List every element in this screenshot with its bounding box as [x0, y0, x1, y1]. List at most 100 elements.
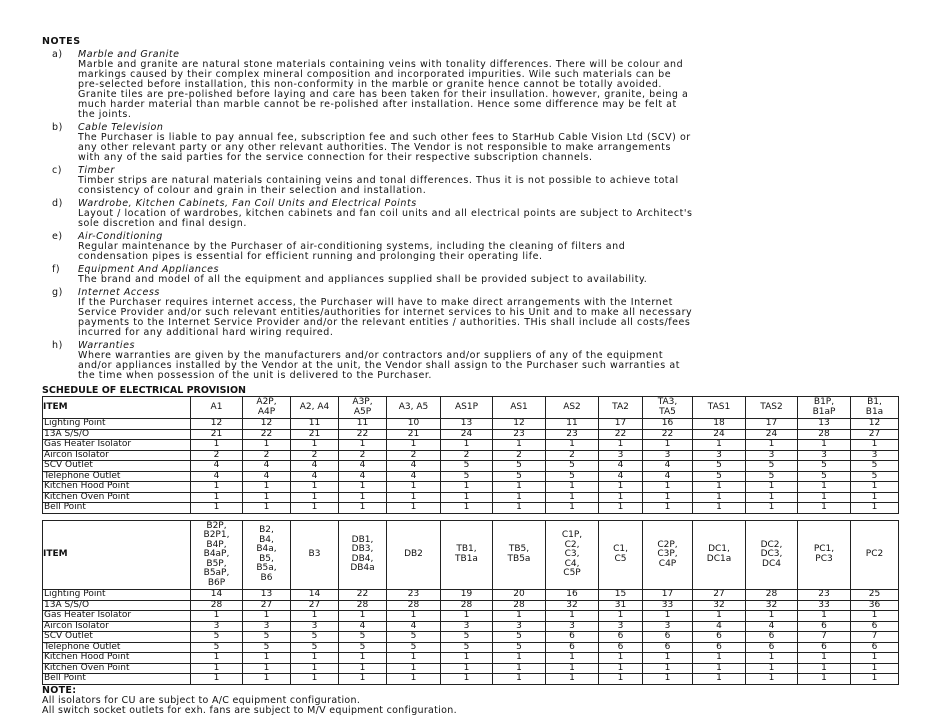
table-cell: 32: [745, 599, 798, 611]
table-cell: 28: [338, 599, 387, 611]
table-cell: 1: [545, 491, 599, 503]
table-cell: 1: [338, 439, 387, 451]
unit-type-header: A3, A5: [386, 396, 441, 419]
table-cell: 1: [242, 439, 291, 451]
table-cell: 1: [545, 652, 599, 664]
note-title: Equipment And Appliances: [78, 264, 220, 275]
table-cell: 24: [745, 428, 798, 440]
unit-type-label: PC2: [865, 549, 884, 559]
table-cell: 1: [692, 673, 746, 685]
table-cell: 13: [440, 418, 493, 430]
unit-type-label: B5P,: [206, 558, 227, 569]
table-cell: 1: [850, 502, 899, 514]
table-cell: 1: [290, 610, 339, 622]
unit-type-label: TB5a: [507, 553, 531, 564]
table-cell: 1: [190, 652, 243, 664]
table-cell: 1: [745, 652, 798, 664]
table-cell: 1: [692, 652, 746, 664]
table-cell: 1: [797, 673, 851, 685]
row-label: 13A S/S/O: [42, 599, 191, 611]
table-cell: 3: [850, 449, 899, 461]
note-item: a) Marble and Granite Marble and granite a…: [42, 50, 902, 120]
table-cell: 6: [692, 631, 746, 643]
unit-type-label: TA5: [659, 406, 676, 417]
table-row: 13A S/S/O 28 27 27 28 28 28 28 32 31 33 32 32 33 36: [42, 599, 899, 611]
unit-type-header: DC1, DC1a: [692, 519, 746, 590]
note-text-line: The Purchaser is liable to pay annual fe…: [78, 132, 691, 143]
note-text-line: consistency of colour and grain in their…: [78, 185, 427, 196]
unit-type-label: AS1P: [454, 401, 479, 412]
table-cell: 4: [190, 470, 243, 482]
table-cell: 5: [492, 470, 546, 482]
table-cell: 13: [797, 418, 851, 430]
table-cell: 1: [440, 481, 493, 493]
note-text-line: Marble and granite are natural stone mat…: [78, 59, 684, 70]
table-cell: 21: [190, 428, 243, 440]
table-cell: 1: [797, 662, 851, 674]
table-cell: 1: [386, 491, 441, 503]
table-cell: 2: [386, 449, 441, 461]
note-item: d) Wardrobe, Kitchen Cabinets, Fan Coil U…: [42, 199, 902, 229]
electrical-schedule-table-1: ITEM A1 A2P, A4P A2, A4 A3P, A5P A3, A5 AS1P AS1 A…: [42, 396, 899, 514]
table-cell: 5: [492, 631, 546, 643]
row-label: Lighting Point: [42, 589, 191, 601]
table-cell: 23: [492, 428, 546, 440]
note-item: b) Cable Television The Purchaser is liabl…: [42, 123, 902, 163]
table-cell: 1: [492, 610, 546, 622]
unit-type-header: DC2, DC3, DC4: [745, 519, 798, 590]
table-cell: 14: [290, 589, 339, 601]
table-cell: 1: [338, 673, 387, 685]
unit-type-header: PC1, PC3: [797, 519, 851, 590]
unit-type-label: DB4,: [351, 553, 374, 564]
row-label: SCV Outlet: [42, 460, 191, 472]
table-cell: 1: [797, 481, 851, 493]
table-cell: 5: [545, 470, 599, 482]
table-cell: 1: [692, 439, 746, 451]
table-header-row: ITEM B2P, B2P1, B4P, B4aP, B5P, B5aP, B6P B2, B4,…: [42, 519, 899, 590]
note-text-line: Regular maintenance by the Purchaser of …: [78, 241, 626, 252]
table-cell: 1: [190, 673, 243, 685]
table-cell: 5: [242, 641, 291, 653]
table-cell: 3: [692, 449, 746, 461]
footnote: NOTE: All isolators for CU are subject t…: [42, 684, 902, 716]
table-cell: 15: [598, 589, 643, 601]
table-cell: 24: [692, 428, 746, 440]
table-row: Aircon Isolator 3 3 3 4 4 3 3 3 3 3 4 4 6 6: [42, 620, 899, 632]
row-label: SCV Outlet: [42, 631, 191, 643]
table-cell: 1: [598, 491, 643, 503]
unit-type-label: A1: [210, 401, 223, 412]
table-cell: 22: [598, 428, 643, 440]
table-cell: 1: [850, 491, 899, 503]
note-letter: f): [52, 264, 61, 275]
note-text-line: with any of the said parties for the ser…: [78, 152, 593, 163]
note-text-line: pre-selected before installation, this n…: [78, 79, 662, 90]
unit-type-header: TA2: [598, 396, 643, 419]
unit-type-header: DB1, DB3, DB4, DB4a: [338, 519, 387, 590]
note-text-line: payments to the Internet Service Provide…: [78, 317, 691, 328]
table-row: Telephone Outlet 4 4 4 4 4 5 5 5 4 4 5 5 5 5: [42, 470, 899, 482]
note-item: g) Internet Access If the Purchaser requir…: [42, 288, 902, 338]
note-text-line: Service Provider and/or such relevant en…: [78, 307, 693, 318]
table-cell: 3: [797, 449, 851, 461]
table-cell: 1: [190, 662, 243, 674]
unit-type-label: DC3,: [760, 549, 783, 559]
table-cell: 21: [290, 428, 339, 440]
table-cell: 28: [440, 599, 493, 611]
note-letter: b): [52, 122, 63, 133]
table-cell: 18: [692, 418, 746, 430]
unit-type-header: TAS2: [745, 396, 798, 419]
row-label: Kitchen Oven Point: [42, 662, 191, 674]
note-text-line: Where warranties are given by the manufa…: [78, 350, 664, 361]
table-cell: 1: [692, 502, 746, 514]
unit-type-label: PC1,: [813, 544, 835, 555]
document-page: NOTES a) Marble and Granite Marble and gra…: [42, 37, 902, 716]
table-cell: 4: [386, 620, 441, 632]
notes-section: NOTES a) Marble and Granite Marble and gra…: [42, 37, 902, 381]
unit-type-header: PC2: [850, 519, 899, 590]
unit-type-label: B2P,: [206, 520, 227, 531]
table-cell: 1: [242, 673, 291, 685]
unit-type-header: B1P, B1aP: [797, 396, 851, 419]
footnote-heading: NOTE:: [42, 684, 77, 696]
unit-type-label: B4,: [259, 534, 274, 545]
table-cell: 1: [190, 610, 243, 622]
